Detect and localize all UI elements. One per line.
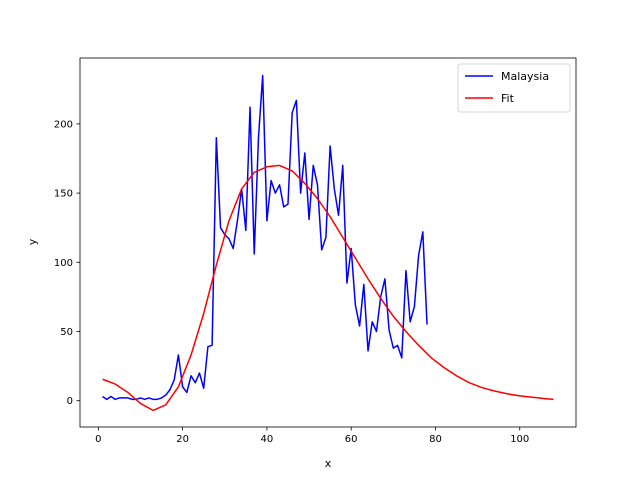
series-line-malaysia — [102, 74, 428, 401]
x-axis-label: x — [325, 457, 332, 470]
x-tick-label: 20 — [176, 434, 189, 445]
y-tick-label: 0 — [67, 396, 73, 407]
x-tick-label: 60 — [345, 434, 358, 445]
axes: 0 20 40 60 80 100 0 50 100 150 200 — [54, 57, 577, 445]
legend-label-fit: Fit — [501, 92, 515, 105]
x-tick-label: 80 — [429, 434, 442, 445]
series-line-fit — [102, 164, 554, 412]
plot-area — [102, 74, 554, 412]
legend: Malaysia Fit — [457, 63, 571, 113]
legend-label-malaysia: Malaysia — [501, 70, 549, 83]
x-tick-label: 100 — [510, 434, 529, 445]
plot-frame — [79, 57, 577, 428]
x-tick-label: 40 — [261, 434, 274, 445]
y-tick-label: 150 — [54, 189, 73, 200]
y-tick-label: 50 — [60, 327, 73, 338]
y-tick-label: 200 — [54, 119, 73, 130]
x-tick-label: 0 — [95, 434, 101, 445]
y-axis-label: y — [26, 238, 39, 245]
y-tick-label: 100 — [54, 258, 73, 269]
